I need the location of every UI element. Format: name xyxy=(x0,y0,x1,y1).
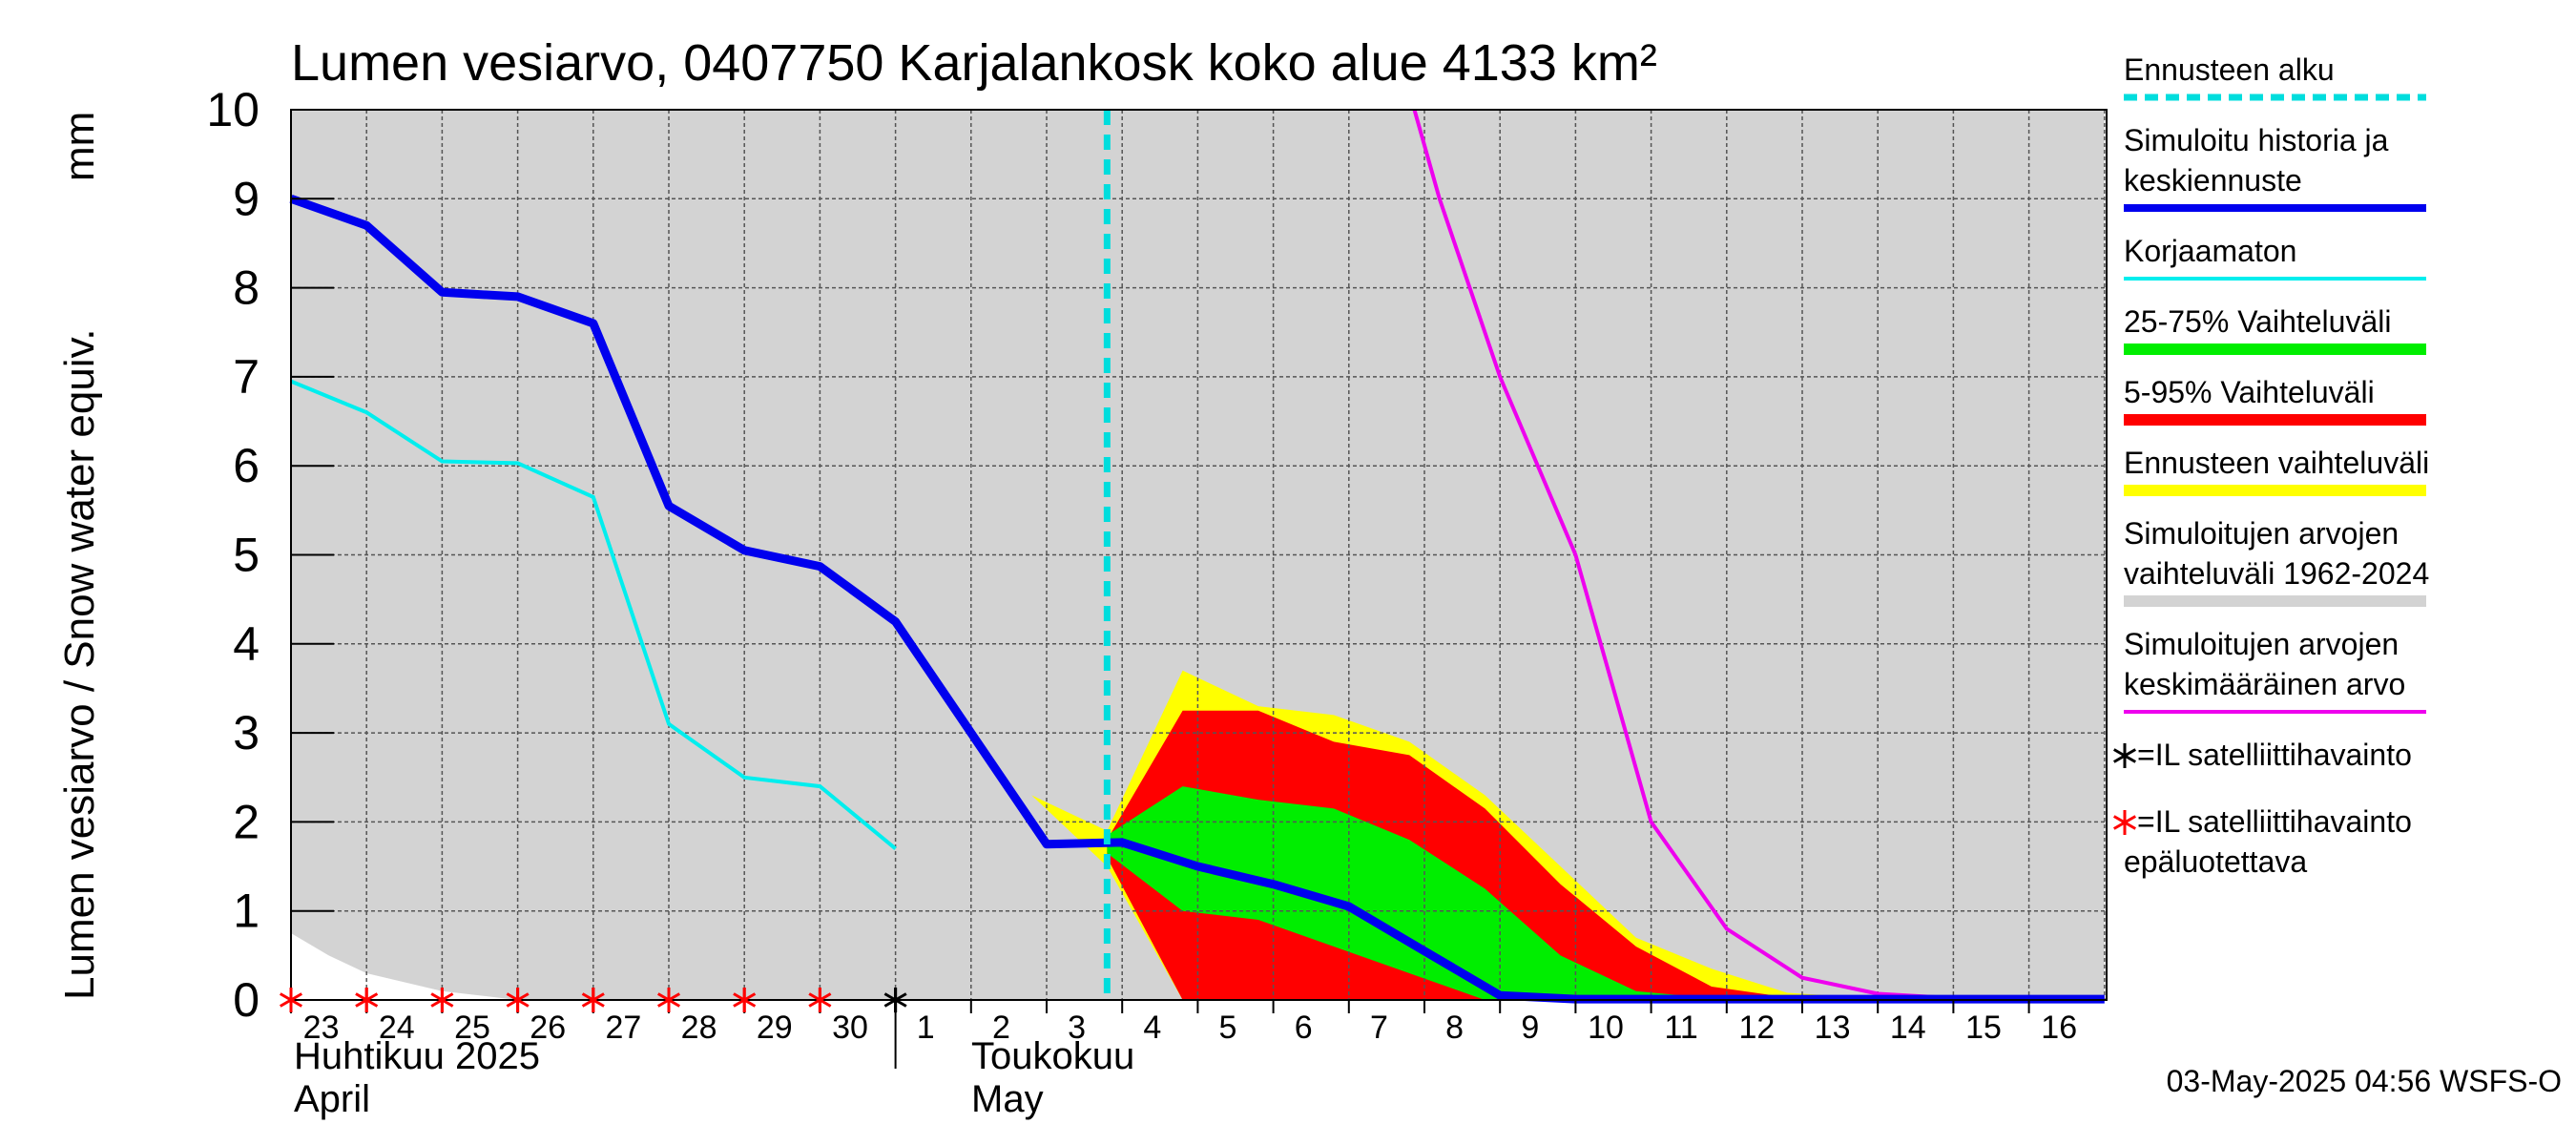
legend-label: Ennusteen alku xyxy=(2124,52,2335,87)
y-tick-label: 2 xyxy=(233,795,260,848)
legend: Ennusteen alku Simuloitu historia ja keski… xyxy=(2112,52,2429,879)
x-tick-label: 29 xyxy=(757,1010,793,1046)
legend-item: 5-95% Vaihteluväli xyxy=(2124,375,2426,426)
legend-item: =IL satelliittihavainto epäluotettava xyxy=(2112,804,2412,879)
x-tick-label: 25 xyxy=(454,1010,490,1046)
legend-item: =IL satelliittihavainto xyxy=(2112,738,2412,772)
satellite-unreliable-marker xyxy=(355,988,379,1012)
satellite-marker xyxy=(883,988,907,1012)
x-tick-label: 3 xyxy=(1068,1010,1086,1046)
legend-label: Ennusteen vaihteluväli xyxy=(2124,446,2429,480)
legend-label: Simuloitujen arvojen xyxy=(2124,627,2399,661)
satellite-unreliable-marker xyxy=(279,988,303,1012)
plot-area xyxy=(289,109,2107,1004)
legend-label: keskimääräinen arvo xyxy=(2124,667,2405,701)
x-tick-label: 11 xyxy=(1665,1010,1698,1046)
satellite-unreliable-marker xyxy=(430,988,454,1012)
x-tick-label: 24 xyxy=(379,1010,415,1046)
legend-item: Ennusteen vaihteluväli xyxy=(2124,446,2429,496)
x-tick-label: 8 xyxy=(1445,1010,1464,1046)
x-tick-label: 28 xyxy=(681,1010,717,1046)
y-tick-label: 4 xyxy=(233,617,260,671)
legend-item: Korjaamaton xyxy=(2124,234,2426,281)
y-tick-label: 8 xyxy=(233,261,260,315)
timestamp-footer: 03-May-2025 04:56 WSFS-O xyxy=(2167,1064,2562,1098)
x-tick-label: 13 xyxy=(1815,1010,1851,1046)
satellite-unreliable-marker xyxy=(581,988,605,1012)
legend-marker xyxy=(2112,743,2137,768)
y-tick-label: 1 xyxy=(233,885,260,938)
x-tick-label: 12 xyxy=(1738,1010,1775,1046)
y-axis-label: Lumen vesiarvo / Snow water equiv. mm xyxy=(56,112,103,1000)
y-tick-label: 7 xyxy=(233,350,260,404)
y-tick-label: 3 xyxy=(233,706,260,760)
x-tick-label: 27 xyxy=(605,1010,641,1046)
satellite-unreliable-marker xyxy=(656,988,681,1012)
x-tick-label: 10 xyxy=(1588,1010,1624,1046)
p25-75-band xyxy=(1107,786,2105,1000)
x-tick-label: 5 xyxy=(1219,1010,1237,1046)
legend-label: keskiennuste xyxy=(2124,163,2302,198)
legend-marker xyxy=(2112,810,2137,835)
satellite-unreliable-marker xyxy=(808,988,832,1012)
legend-label: Simuloitu historia ja xyxy=(2124,123,2389,157)
x-tick-label: 9 xyxy=(1521,1010,1539,1046)
month-label-april-en: April xyxy=(294,1078,370,1120)
legend-item: Simuloitujen arvojen keskimääräinen arvo xyxy=(2124,627,2426,714)
legend-label: =IL satelliittihavainto xyxy=(2137,738,2412,772)
x-tick-label: 4 xyxy=(1143,1010,1161,1046)
chart-title: Lumen vesiarvo, 0407750 Karjalankosk kok… xyxy=(291,34,1657,92)
x-tick-label: 30 xyxy=(832,1010,868,1046)
y-axis-label-main: Lumen vesiarvo / Snow water equiv. xyxy=(56,328,103,1000)
legend-label: Simuloitujen arvojen xyxy=(2124,516,2399,551)
legend-label: epäluotettava xyxy=(2124,844,2307,879)
simulated-line xyxy=(289,195,2105,1004)
x-tick-label: 2 xyxy=(992,1010,1010,1046)
legend-label: 5-95% Vaihteluväli xyxy=(2124,375,2375,409)
legend-label: 25-75% Vaihteluväli xyxy=(2124,304,2391,339)
uncorrected-line xyxy=(290,379,897,850)
x-tick-label: 16 xyxy=(2041,1010,2077,1046)
legend-item: 25-75% Vaihteluväli xyxy=(2124,304,2426,355)
x-tick-label: 26 xyxy=(530,1010,566,1046)
satellite-unreliable-marker xyxy=(733,988,757,1012)
y-tick-label: 6 xyxy=(233,439,260,492)
x-tick-label: 1 xyxy=(917,1010,935,1046)
x-tick-label: 15 xyxy=(1965,1010,2002,1046)
legend-label: Korjaamaton xyxy=(2124,234,2296,268)
legend-label: vaihteluväli 1962-2024 xyxy=(2124,556,2429,591)
x-tick-label: 23 xyxy=(303,1010,340,1046)
x-tick-label: 6 xyxy=(1295,1010,1313,1046)
legend-item: Simuloitujen arvojen vaihteluväli 1962-20… xyxy=(2124,516,2429,607)
month-label-may-en: May xyxy=(971,1078,1044,1120)
legend-item: Simuloitu historia ja keskiennuste xyxy=(2124,123,2426,212)
y-axis-label-unit: mm xyxy=(56,112,103,181)
satellite-unreliable-marker xyxy=(506,988,530,1012)
legend-item: Ennusteen alku xyxy=(2124,52,2426,101)
y-tick-label: 9 xyxy=(233,172,260,225)
y-tick-label: 10 xyxy=(206,83,260,136)
y-tick-label: 0 xyxy=(233,973,260,1027)
x-tick-label: 7 xyxy=(1370,1010,1388,1046)
month-label-april-fi: Huhtikuu 2025 xyxy=(294,1035,540,1077)
x-tick-label: 14 xyxy=(1890,1010,1926,1046)
month-label-may-fi: Toukokuu xyxy=(971,1035,1134,1077)
legend-label: =IL satelliittihavainto xyxy=(2137,804,2412,839)
y-tick-label: 5 xyxy=(233,529,260,582)
